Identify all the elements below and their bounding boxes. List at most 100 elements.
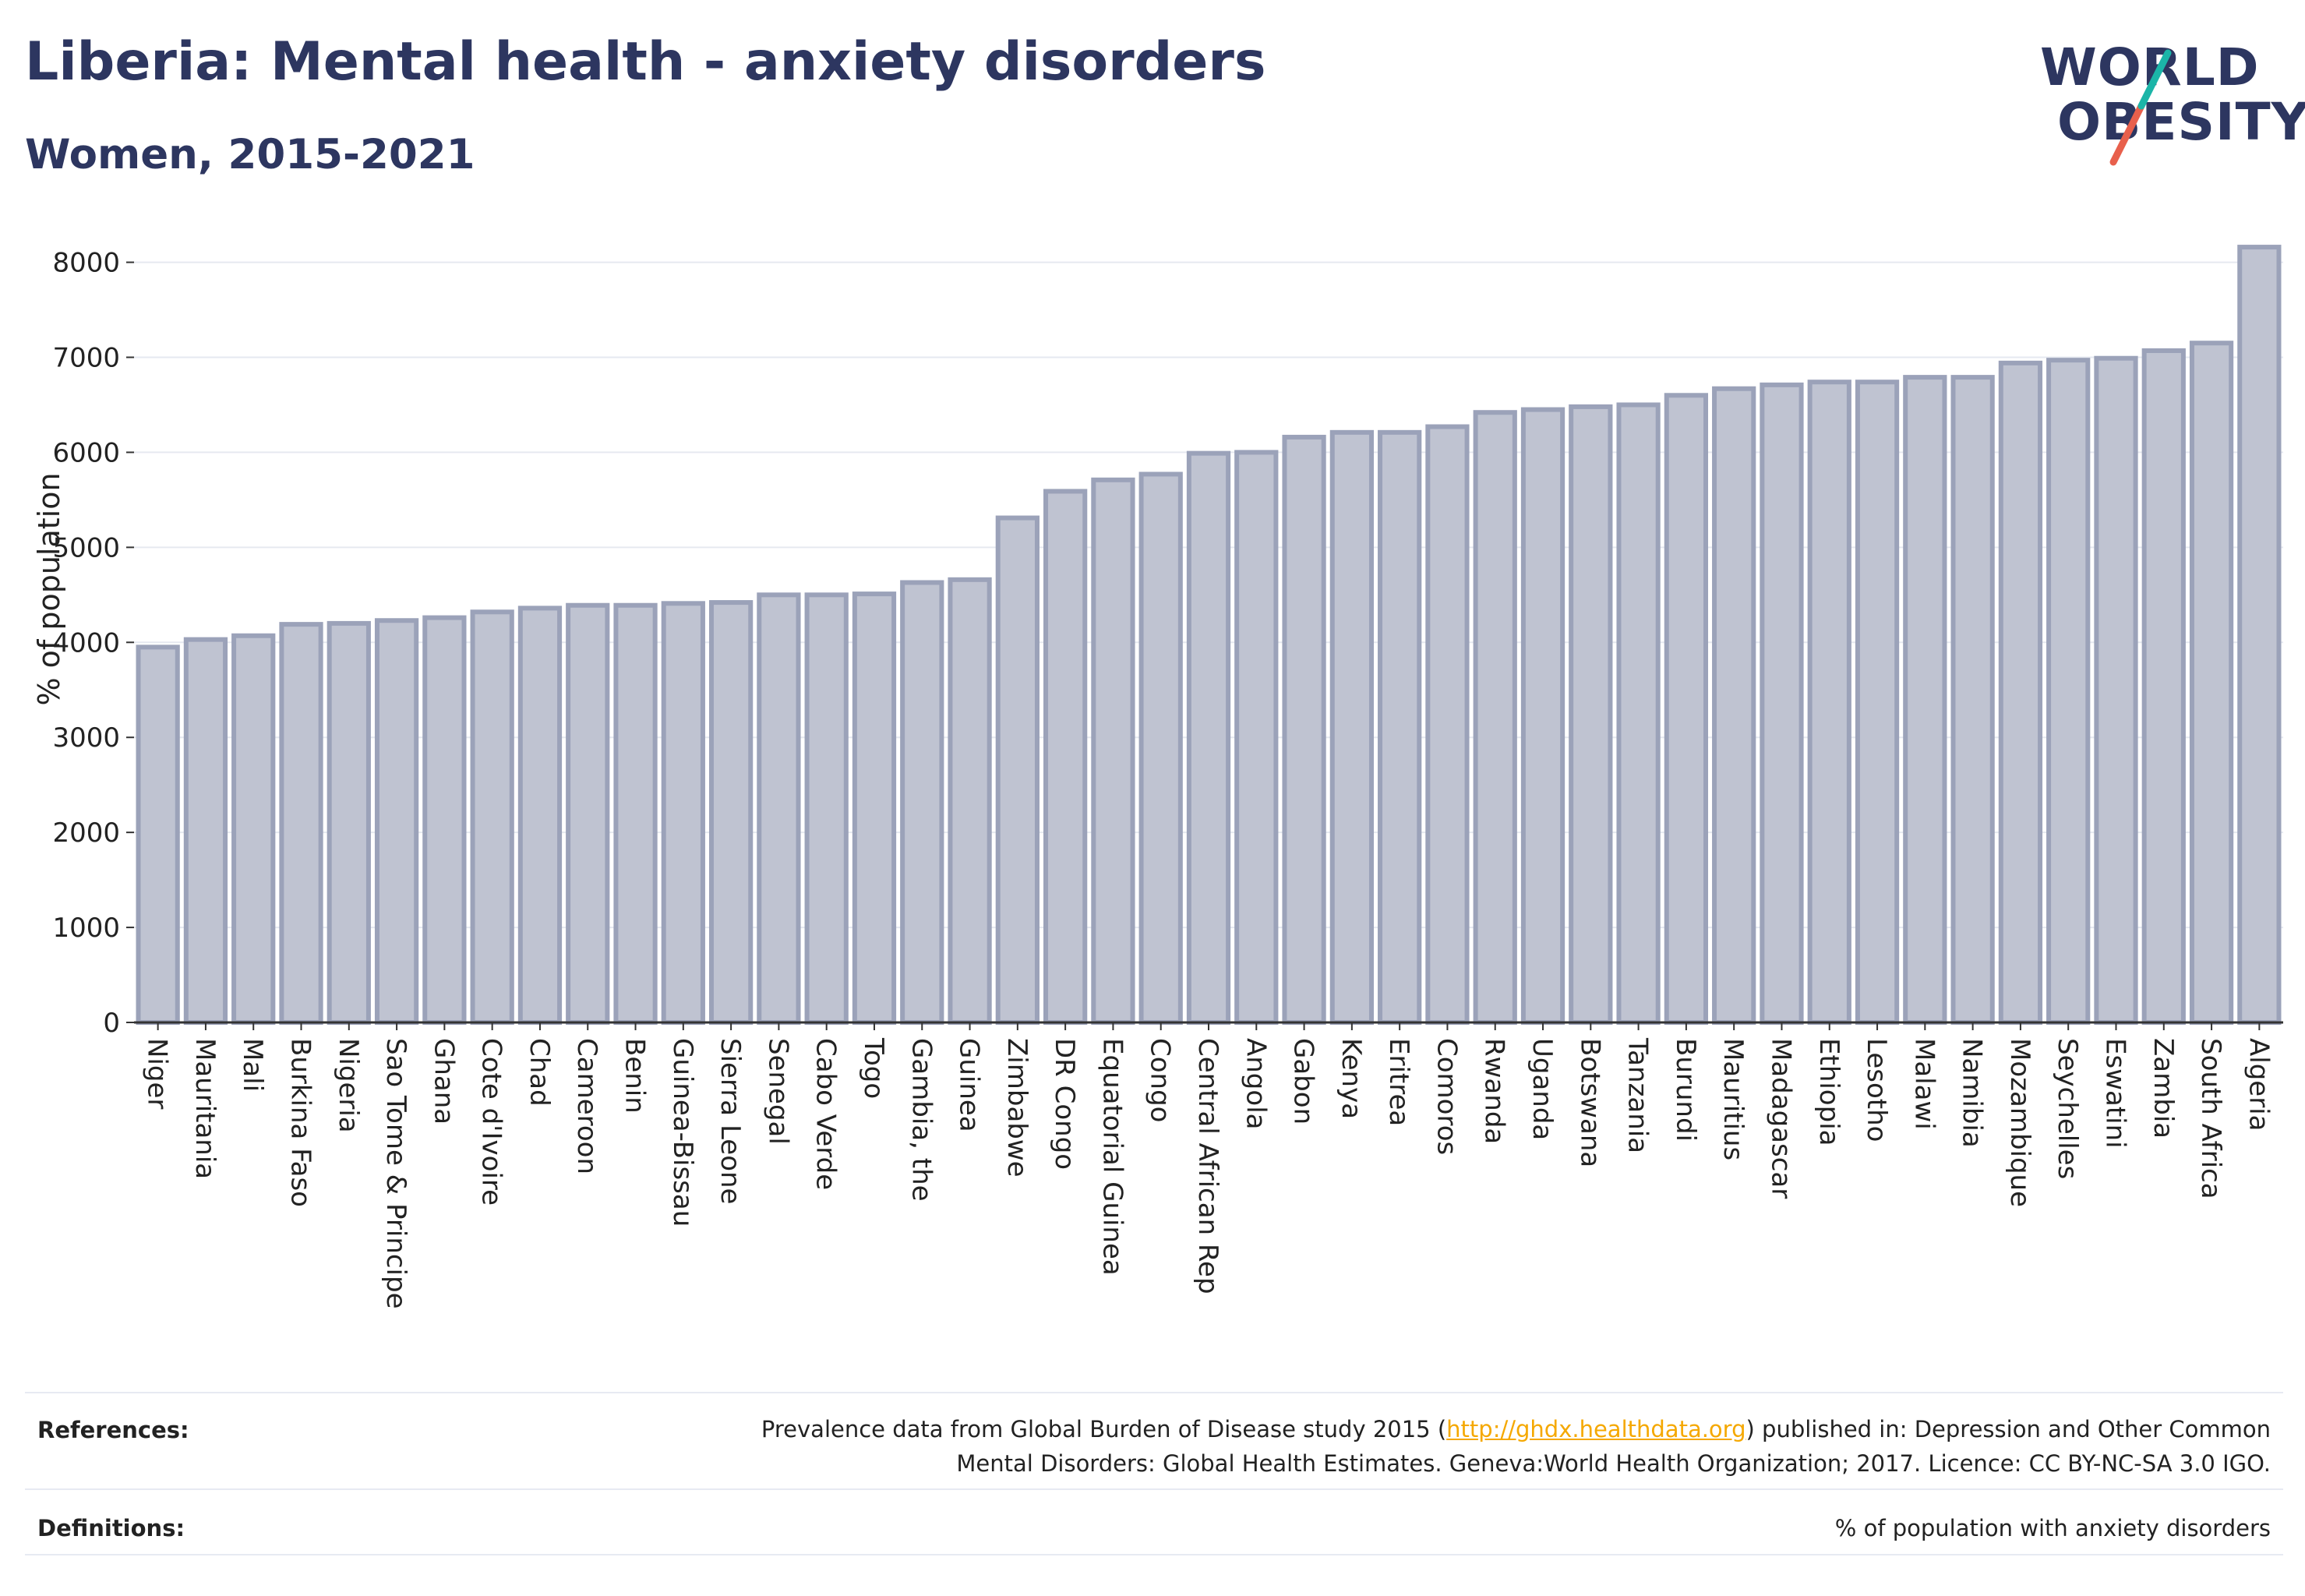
bar bbox=[1378, 429, 1422, 1025]
bar bbox=[2046, 358, 2091, 1025]
x-tick-label: Gambia, the bbox=[905, 1038, 937, 1202]
x-tick-label: Senegal bbox=[762, 1038, 793, 1145]
bar bbox=[1186, 450, 1231, 1025]
bar bbox=[2189, 341, 2234, 1025]
x-tick-label: Zambia bbox=[2148, 1038, 2179, 1139]
x-tick-label: Lesotho bbox=[1861, 1038, 1892, 1142]
y-tick-label: 4000 bbox=[52, 627, 120, 659]
world-obesity-logo: WORLD OBESITY bbox=[2026, 31, 2305, 171]
x-tick-label: Central African Rep bbox=[1192, 1038, 1223, 1294]
references-text-part-2: ) published in: Depression and Other Com… bbox=[1746, 1416, 2271, 1442]
y-tick-label: 0 bbox=[103, 1008, 120, 1039]
bar bbox=[374, 618, 419, 1025]
x-tick-label: Kenya bbox=[1336, 1038, 1367, 1119]
x-tick-label: South Africa bbox=[2195, 1038, 2226, 1199]
bar bbox=[1664, 393, 1709, 1025]
bar bbox=[422, 615, 467, 1025]
definitions-label: Definitions: bbox=[37, 1515, 185, 1541]
x-tick-label: Sao Tome & Principe bbox=[380, 1038, 411, 1309]
bar bbox=[1712, 386, 1756, 1025]
bar bbox=[1855, 380, 1900, 1025]
bar bbox=[279, 622, 323, 1025]
x-tick-label: Malawi bbox=[1908, 1038, 1940, 1130]
bar bbox=[1329, 429, 1374, 1025]
x-tick-label: Togo bbox=[858, 1037, 889, 1099]
logo-line-2: OBESITY bbox=[2057, 92, 2305, 152]
bar bbox=[517, 606, 563, 1025]
x-tick-label: Guinea-Bissau bbox=[667, 1038, 698, 1227]
references-text-part-3: Mental Disorders: Global Health Estimate… bbox=[956, 1450, 2271, 1477]
y-tick-label: 8000 bbox=[52, 248, 120, 279]
bar bbox=[948, 577, 992, 1025]
y-tick-label: 1000 bbox=[52, 913, 120, 944]
footer-divider-top bbox=[25, 1392, 2283, 1393]
bar bbox=[852, 591, 897, 1025]
x-tick-label: Rwanda bbox=[1479, 1038, 1510, 1144]
chart-title: Liberia: Mental health - anxiety disorde… bbox=[25, 31, 1266, 93]
bar bbox=[2237, 245, 2282, 1025]
x-tick-label: Benin bbox=[619, 1038, 651, 1114]
x-tick-label: Ghana bbox=[428, 1038, 459, 1125]
bar bbox=[995, 515, 1040, 1025]
bar bbox=[1091, 477, 1135, 1025]
y-tick-label: 2000 bbox=[52, 817, 120, 849]
bar bbox=[1473, 410, 1517, 1025]
references-text-part-1: Prevalence data from Global Burden of Di… bbox=[761, 1416, 1447, 1442]
bar bbox=[1903, 375, 1947, 1025]
x-tick-label: Niger bbox=[142, 1038, 173, 1109]
bar bbox=[1616, 402, 1661, 1025]
x-tick-label: Mauritius bbox=[1717, 1038, 1749, 1160]
bar bbox=[470, 609, 514, 1025]
y-axis-label: % of population bbox=[32, 472, 66, 705]
x-tick-label: Burkina Faso bbox=[285, 1038, 316, 1207]
bar bbox=[327, 620, 371, 1025]
x-tick-label: Cabo Verde bbox=[810, 1038, 842, 1190]
references-link[interactable]: http://ghdx.healthdata.org bbox=[1446, 1416, 1746, 1442]
bar bbox=[757, 592, 801, 1025]
bar bbox=[1520, 407, 1565, 1025]
x-tick-label: Mali bbox=[237, 1038, 268, 1092]
bar bbox=[613, 602, 658, 1025]
x-tick-label: Eswatini bbox=[2099, 1038, 2130, 1149]
x-tick-label: Cameroon bbox=[571, 1038, 602, 1174]
x-tick-label: DR Congo bbox=[1049, 1038, 1080, 1170]
y-tick-label: 6000 bbox=[52, 437, 120, 468]
x-tick-label: Tanzania bbox=[1622, 1037, 1654, 1153]
bar bbox=[1234, 450, 1279, 1025]
bar bbox=[136, 644, 180, 1026]
bar bbox=[2094, 355, 2138, 1026]
x-tick-label: Eritrea bbox=[1383, 1038, 1414, 1126]
bar bbox=[1282, 434, 1326, 1025]
x-tick-label: Guinea bbox=[954, 1038, 985, 1132]
bar bbox=[708, 600, 754, 1025]
bar bbox=[1043, 489, 1088, 1025]
footer-divider-bottom bbox=[25, 1554, 2283, 1555]
x-tick-label: Namibia bbox=[1957, 1038, 1988, 1148]
x-tick-label: Gabon bbox=[1288, 1038, 1319, 1125]
bar bbox=[1807, 380, 1851, 1025]
references-text: Prevalence data from Global Burden of Di… bbox=[556, 1412, 2271, 1481]
x-tick-label: Algeria bbox=[2243, 1038, 2274, 1131]
x-tick-label: Mauritania bbox=[189, 1038, 221, 1179]
x-tick-label: Comoros bbox=[1431, 1038, 1462, 1155]
bar bbox=[2141, 348, 2186, 1025]
bar-chart: 0 1000 2000 3000 4000 5000 6000 7000 8000 % of po… bbox=[32, 245, 2283, 1309]
x-tick-label: Cote d'Ivoire bbox=[476, 1038, 507, 1206]
x-tick-label: Equatorial Guinea bbox=[1096, 1038, 1128, 1276]
x-tick-label: Angola bbox=[1240, 1038, 1271, 1129]
x-tick-label: Chad bbox=[524, 1038, 555, 1107]
definitions-text: % of population with anxiety disorders bbox=[1834, 1515, 2271, 1541]
bar bbox=[566, 602, 610, 1025]
x-tick-label: Ethiopia bbox=[1813, 1038, 1844, 1146]
x-tick-label: Sierra Leone bbox=[715, 1038, 746, 1204]
bar bbox=[804, 592, 849, 1025]
references-label: References: bbox=[37, 1417, 189, 1443]
logo-slash-icon bbox=[2109, 49, 2172, 166]
x-tick-label: Uganda bbox=[1527, 1038, 1558, 1140]
x-tick-label: Madagascar bbox=[1765, 1038, 1796, 1199]
x-tick-label: Zimbabwe bbox=[1001, 1038, 1032, 1178]
bar bbox=[1569, 404, 1613, 1025]
x-tick-label: Burundi bbox=[1670, 1038, 1701, 1142]
bar bbox=[1950, 375, 1995, 1025]
chart-subtitle: Women, 2015-2021 bbox=[25, 131, 475, 178]
